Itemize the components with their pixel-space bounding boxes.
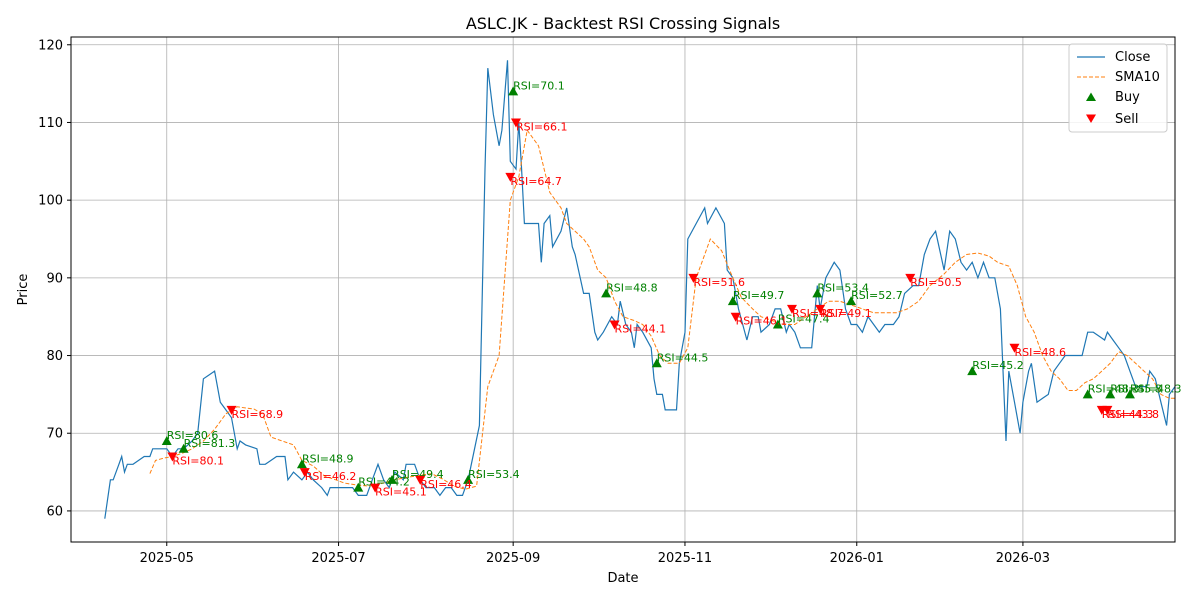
y-axis-label: Price (16, 274, 31, 306)
sell-annotation: RSI=45.1 (375, 486, 427, 499)
legend-sell-marker (1086, 114, 1096, 123)
sell-annotation: RSI=43.8 (1107, 408, 1159, 421)
buy-marker (727, 296, 738, 306)
legend: Close SMA10 Buy Sell (1068, 43, 1168, 133)
buy-annotation: RSI=49.7 (733, 289, 785, 302)
buy-annotation: RSI=45.8 (1110, 382, 1162, 395)
buy-annotation: RSI=81.3 (184, 437, 236, 450)
sell-annotation: RSI=80.1 (172, 455, 224, 468)
sell-marker (905, 273, 916, 283)
y-tick-label: 80 (46, 349, 63, 364)
sell-marker (688, 273, 699, 283)
buy-marker (601, 288, 612, 298)
buy-marker (651, 358, 662, 368)
buy-marker (178, 443, 189, 453)
x-tick-label: 2026-03 (996, 551, 1050, 566)
sell-annotation: RSI=48.6 (1014, 346, 1066, 359)
sell-annotation: RSI=68.9 (232, 408, 284, 421)
buy-marker (161, 436, 172, 445)
signal-layer: RSI=80.6RSI=81.3RSI=48.9RSI=44.2RSI=49.4… (161, 79, 1182, 499)
sell-annotation: RSI=46.2 (305, 470, 357, 483)
buy-annotation: RSI=70.1 (513, 79, 565, 92)
legend-sell-label: Sell (1115, 112, 1138, 127)
buy-marker (353, 482, 364, 492)
buy-marker (463, 474, 474, 484)
sell-marker (505, 172, 516, 182)
legend-sma-label: SMA10 (1115, 70, 1160, 85)
buy-marker (296, 459, 307, 469)
y-tick-label: 70 (46, 427, 63, 442)
grid (71, 37, 1175, 542)
y-tick-label: 110 (38, 116, 63, 131)
sell-marker (370, 483, 381, 493)
buy-annotation: RSI=53.4 (468, 468, 520, 481)
sell-marker (609, 320, 620, 330)
sell-marker (226, 405, 237, 415)
buy-annotation: RSI=45.2 (972, 359, 1024, 372)
x-tick-label: 2025-11 (658, 551, 712, 566)
sell-annotation: RSI=50.5 (910, 276, 962, 289)
sell-annotation: RSI=49.1 (820, 307, 872, 320)
sell-marker (167, 452, 178, 462)
buy-annotation: RSI=48.3 (1088, 382, 1140, 395)
sell-marker (415, 475, 426, 485)
buy-marker (772, 319, 783, 329)
sell-marker (815, 304, 826, 314)
buy-annotation: RSI=47.4 (778, 312, 830, 325)
sell-annotation: RSI=46.4 (420, 478, 472, 491)
buy-marker (1105, 389, 1116, 399)
buy-marker (846, 296, 857, 306)
legend-buy-label: Buy (1115, 90, 1140, 105)
y-tick-label: 60 (46, 504, 63, 519)
sell-annotation: RSI=44.1 (615, 322, 667, 335)
sell-marker (786, 304, 797, 314)
sell-annotation: RSI=51.6 (693, 276, 745, 289)
buy-annotation: RSI=49.4 (392, 468, 444, 481)
buy-marker (1124, 389, 1135, 399)
x-tick-label: 2025-09 (486, 551, 540, 566)
y-tick-label: 90 (46, 271, 63, 286)
sell-annotation: RSI=64.7 (510, 175, 562, 188)
y-tick-label: 100 (38, 194, 63, 209)
chart-title: ASLC.JK - Backtest RSI Crossing Signals (466, 14, 780, 33)
y-tick-label: 120 (38, 38, 63, 53)
buy-annotation: RSI=52.7 (851, 289, 903, 302)
sell-marker (1102, 405, 1113, 415)
buy-annotation: RSI=48.3 (1130, 382, 1182, 395)
sell-annotation: RSI=46.1 (736, 315, 788, 328)
buy-annotation: RSI=48.9 (302, 452, 354, 465)
sell-marker (1009, 343, 1020, 353)
legend-buy-marker (1086, 92, 1096, 101)
buy-annotation: RSI=80.6 (167, 429, 219, 442)
x-tick-label: 2026-01 (830, 551, 884, 566)
x-tick-label: 2025-05 (140, 551, 194, 566)
plot-area (104, 60, 1175, 519)
sell-annotation: RSI=44.3 (1102, 408, 1154, 421)
sell-marker (510, 118, 521, 128)
buy-annotation: RSI=53.4 (817, 281, 869, 294)
buy-marker (387, 474, 398, 484)
sell-marker (299, 468, 310, 478)
sell-annotation: RSI=48.7 (792, 307, 844, 320)
axes-frame (70, 36, 1176, 543)
buy-marker (967, 366, 978, 376)
legend-close-label: Close (1115, 50, 1150, 65)
buy-marker (1082, 389, 1093, 399)
legend-box (1068, 43, 1168, 133)
x-tick-label: 2025-07 (311, 551, 365, 566)
series-line-close (104, 60, 1175, 519)
sell-annotation: RSI=66.1 (516, 120, 568, 133)
buy-marker (812, 288, 823, 298)
buy-annotation: RSI=44.5 (657, 351, 709, 364)
buy-marker (508, 86, 519, 96)
sell-marker (730, 312, 741, 322)
buy-annotation: RSI=48.8 (606, 281, 658, 294)
tick-layer: 60 70 80 90 100 110 120 2025-05 2025-07 2025-09 20… (38, 38, 1050, 566)
x-axis-label: Date (607, 571, 638, 586)
series-line-sma10 (149, 128, 1175, 490)
